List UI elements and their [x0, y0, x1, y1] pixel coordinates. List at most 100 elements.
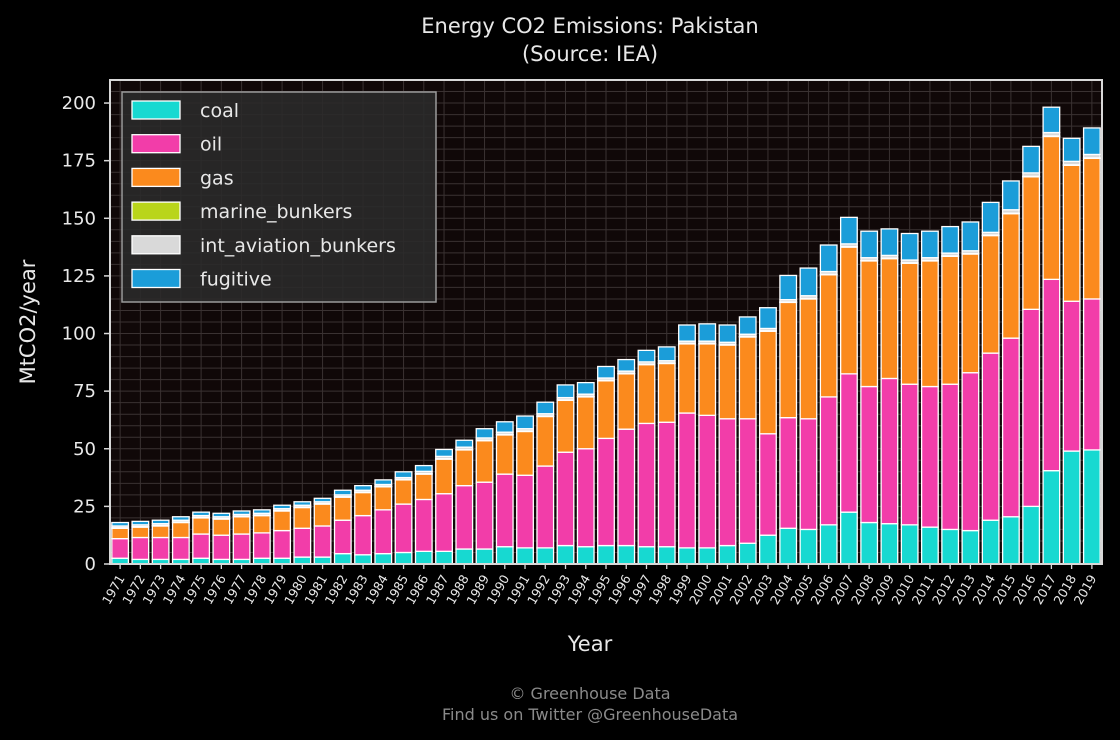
bar-coal-1994: [576, 546, 595, 565]
bar-coal-1987: [435, 550, 453, 565]
bar-coal-1982: [333, 552, 352, 565]
x-axis-label: Year: [567, 632, 613, 656]
bar-coal-1983: [354, 554, 373, 565]
bar-gas-1998: [657, 362, 676, 423]
bar-gas-1980: [293, 506, 312, 529]
bar-oil-2001: [718, 418, 737, 547]
bar-oil-1994: [576, 448, 595, 548]
bar-oil-1981: [313, 525, 332, 558]
bar-oil-1971: [111, 537, 130, 559]
y-tick-label: 100: [62, 324, 96, 345]
bar-fugitive-2019: [1082, 127, 1101, 156]
bar-coal-1997: [637, 546, 656, 565]
bar-gas-1993: [556, 399, 575, 453]
bar-gas-2001: [718, 344, 737, 420]
bar-oil-2019: [1082, 298, 1101, 451]
bar-oil-1972: [131, 536, 150, 561]
bar-fugitive-2003: [759, 307, 777, 330]
bar-fugitive-1997: [637, 349, 656, 363]
bar-oil-2017: [1042, 278, 1061, 472]
legend-label-int_aviation_bunkers: int_aviation_bunkers: [200, 235, 396, 257]
legend-box: [121, 91, 437, 303]
chart-title: Energy CO2 Emissions: Pakistan: [421, 14, 759, 38]
bar-gas-1983: [354, 491, 373, 517]
bar-coal-1985: [394, 551, 413, 565]
bar-oil-1984: [374, 509, 393, 555]
legend-label-coal: coal: [200, 100, 239, 122]
bar-oil-2007: [839, 373, 858, 513]
bar-gas-1976: [212, 518, 231, 536]
bar-gas-2006: [819, 274, 838, 398]
bar-coal-1986: [414, 550, 433, 565]
bar-fugitive-1981: [313, 497, 332, 503]
bar-fugitive-1983: [354, 484, 373, 491]
bar-coal-2012: [941, 528, 960, 565]
bar-fugitive-1972: [131, 520, 150, 526]
bar-coal-2001: [718, 544, 737, 565]
bar-oil-2013: [961, 372, 980, 532]
bar-coal-1999: [678, 547, 696, 565]
bar-coal-2016: [1022, 505, 1041, 565]
bar-oil-2018: [1062, 300, 1081, 452]
bar-fugitive-2015: [1001, 180, 1020, 211]
bar-coal-2018: [1062, 450, 1081, 565]
bar-fugitive-1976: [212, 512, 231, 518]
bar-oil-2014: [981, 352, 1000, 521]
y-tick-label: 125: [62, 266, 96, 287]
bar-fugitive-2001: [718, 324, 737, 343]
bar-gas-2018: [1062, 164, 1081, 302]
bar-oil-1995: [597, 437, 615, 547]
bar-oil-1982: [333, 519, 352, 555]
bar-oil-2011: [920, 385, 939, 528]
bar-gas-2019: [1082, 157, 1101, 300]
bar-oil-2008: [860, 385, 879, 524]
bar-oil-2006: [819, 396, 838, 526]
bar-fugitive-2007: [839, 216, 858, 245]
bar-coal-1993: [556, 544, 575, 565]
bar-coal-2009: [880, 523, 899, 565]
bar-coal-1988: [455, 548, 474, 565]
bar-oil-1977: [232, 533, 251, 561]
bar-gas-1975: [192, 517, 211, 535]
bar-coal-1990: [495, 546, 514, 565]
bar-fugitive-2013: [961, 221, 980, 252]
bar-gas-1984: [374, 486, 393, 511]
bar-oil-1978: [252, 532, 271, 559]
bar-coal-2011: [920, 526, 939, 565]
bar-oil-1990: [495, 473, 514, 548]
bar-coal-2015: [1001, 516, 1020, 565]
bar-gas-1982: [333, 496, 352, 521]
bar-oil-2003: [759, 433, 777, 536]
bar-gas-2002: [738, 336, 757, 420]
bar-coal-1991: [516, 547, 534, 565]
bar-oil-1980: [293, 527, 312, 558]
y-tick-label: 175: [62, 151, 96, 172]
bar-fugitive-2014: [981, 201, 1000, 233]
legend-label-marine_bunkers: marine_bunkers: [200, 201, 352, 223]
bar-fugitive-1980: [293, 501, 312, 506]
y-tick-label: 75: [73, 381, 96, 402]
bar-oil-1996: [617, 428, 636, 547]
bar-fugitive-1987: [435, 448, 453, 458]
bar-oil-1976: [212, 534, 231, 561]
bar-gas-2011: [920, 260, 939, 388]
y-tick-label: 150: [62, 208, 96, 229]
bar-fugitive-2008: [860, 230, 879, 259]
bar-oil-1991: [516, 474, 534, 549]
bar-fugitive-2010: [900, 232, 919, 261]
bar-oil-1999: [678, 412, 696, 549]
bar-gas-2016: [1022, 176, 1041, 310]
bar-gas-1988: [455, 449, 474, 487]
bar-fugitive-1998: [657, 346, 676, 362]
bar-gas-1977: [232, 516, 251, 535]
bar-coal-2008: [860, 521, 879, 565]
bar-oil-1979: [273, 529, 292, 559]
legend-swatch-coal: [131, 100, 181, 120]
y-tick-label: 200: [62, 93, 96, 114]
bar-oil-2002: [738, 418, 757, 544]
bar-oil-1997: [637, 422, 656, 548]
bar-gas-2009: [880, 257, 899, 380]
bar-gas-1974: [171, 521, 190, 539]
bar-oil-1986: [414, 498, 433, 552]
bar-coal-1996: [617, 544, 636, 565]
